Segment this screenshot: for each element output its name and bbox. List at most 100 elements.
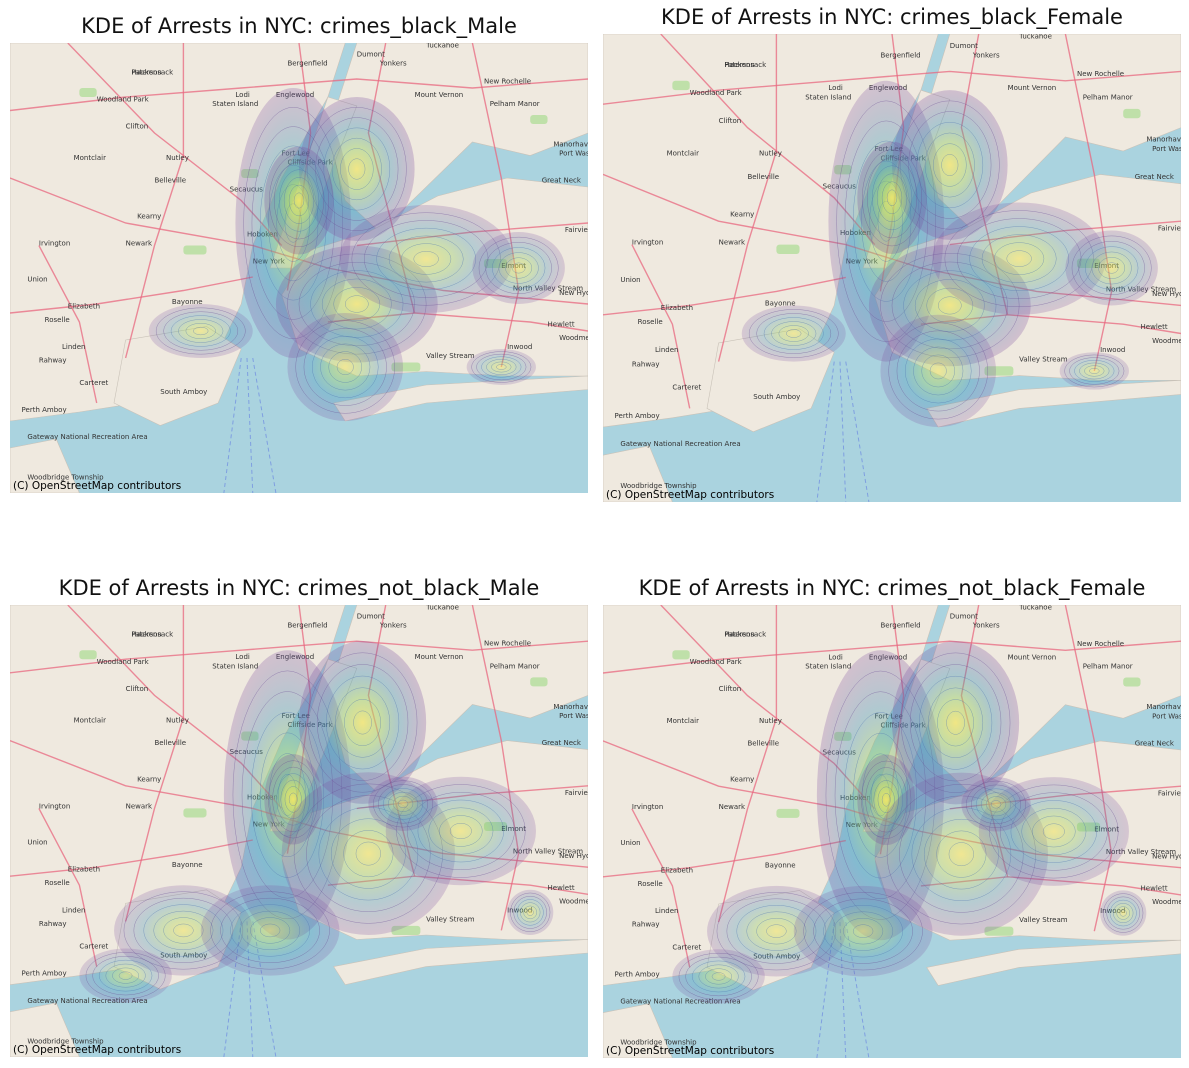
panel-title-not-black-female: KDE of Arrests in NYC: crimes_not_black_… xyxy=(638,576,1146,600)
kde-contour xyxy=(698,964,739,989)
kde-contour xyxy=(288,184,310,217)
place-label: South Amboy xyxy=(160,388,207,396)
kde-density-blob xyxy=(287,313,404,421)
kde-contour xyxy=(937,699,974,747)
kde-density-blob xyxy=(672,949,765,1004)
kde-contour xyxy=(284,786,302,813)
kde-density-blob xyxy=(368,776,438,831)
place-label: Fairview xyxy=(565,226,588,234)
map-attribution: (C) OpenStreetMap contributors xyxy=(606,489,775,501)
kde-contour xyxy=(981,234,1057,283)
kde-contour xyxy=(813,898,913,964)
place-label: Great Neck xyxy=(1135,173,1175,181)
place-label: Lodi xyxy=(828,653,843,661)
kde-contour xyxy=(486,359,517,375)
park-area xyxy=(530,677,548,687)
place-label: Rahway xyxy=(632,360,660,368)
park-area xyxy=(79,88,97,97)
kde-contour xyxy=(496,364,507,370)
place-label: New Rochelle xyxy=(484,78,531,86)
place-label: Perth Amboy xyxy=(615,412,660,420)
map-attribution: (C) OpenStreetMap contributors xyxy=(606,1045,775,1057)
place-label: Mount Vernon xyxy=(415,653,464,661)
park-area xyxy=(672,650,690,660)
kde-contour xyxy=(886,189,898,207)
kde-contour xyxy=(269,153,329,248)
place-label: Irvington xyxy=(39,240,70,248)
place-label: Pelham Manor xyxy=(1083,662,1133,670)
kde-contour xyxy=(1084,246,1139,290)
kde-contour xyxy=(478,236,559,300)
kde-overlay xyxy=(148,88,565,421)
kde-contour xyxy=(378,784,429,824)
kde-contour xyxy=(92,956,159,996)
place-label: Newark xyxy=(719,803,746,811)
place-label: Irvington xyxy=(39,802,70,810)
kde-density-blob xyxy=(200,885,340,976)
kde-contour xyxy=(259,923,281,938)
kde-contour xyxy=(397,799,409,809)
kde-contour xyxy=(513,895,547,929)
kde-contour xyxy=(278,169,320,232)
kde-contour xyxy=(918,675,993,770)
kde-contour xyxy=(155,307,246,355)
kde-contour xyxy=(877,786,895,813)
kde-contour xyxy=(491,247,546,289)
ferry-line xyxy=(816,361,835,502)
kde-contour xyxy=(1109,899,1137,927)
place-label: Woodmere xyxy=(559,897,588,905)
kde-contour xyxy=(335,687,391,758)
place-label: Port Washington xyxy=(1152,712,1181,720)
ferry-lines xyxy=(816,361,870,502)
park-area xyxy=(1123,677,1141,687)
ferry-lines xyxy=(223,357,277,493)
kde-contour xyxy=(526,908,534,916)
kde-contour xyxy=(344,295,369,313)
place-label: Woodland Park xyxy=(690,658,743,666)
place-label: Fairview xyxy=(565,789,588,797)
kde-contour xyxy=(871,165,913,231)
place-label: Fairview xyxy=(1158,789,1181,797)
kde-density-blob xyxy=(961,777,1031,832)
kde-contour xyxy=(989,784,1119,879)
kde-contour xyxy=(373,780,434,828)
place-label: Hackensack xyxy=(724,631,767,639)
kde-overlay xyxy=(79,641,554,1003)
kde-contour xyxy=(705,968,733,985)
place-label: Kearny xyxy=(730,211,754,219)
place-label: Perth Amboy xyxy=(22,970,67,978)
kde-contour xyxy=(1116,906,1131,920)
place-label: Gateway National Recreation Area xyxy=(620,998,740,1006)
land-area xyxy=(333,375,588,422)
kde-contour xyxy=(941,154,959,176)
place-label: Gateway National Recreation Area xyxy=(620,440,740,448)
kde-contour xyxy=(105,963,146,988)
place-label: Kearny xyxy=(137,775,161,783)
kde-contour xyxy=(843,917,884,945)
place-label: Woodbridge Township xyxy=(620,1038,697,1046)
place-label: Yonkers xyxy=(379,60,407,68)
kde-density-blob xyxy=(1100,890,1147,936)
ferry-line xyxy=(252,357,277,493)
kde-contour xyxy=(170,315,231,347)
place-label: Bergenfield xyxy=(287,60,327,68)
place-label: Perth Amboy xyxy=(615,970,660,978)
kde-contour xyxy=(711,972,726,981)
land-area xyxy=(603,445,673,502)
kde-contour xyxy=(1119,909,1127,917)
place-label: Linden xyxy=(62,906,85,914)
kde-density-blob xyxy=(1059,352,1129,390)
kde-contour xyxy=(311,335,379,399)
place-label: New Hyde Park xyxy=(559,852,588,860)
place-label: Manorhaven xyxy=(553,703,588,711)
kde-contour xyxy=(999,792,1108,871)
kde-contour xyxy=(273,161,325,240)
place-label: Kearny xyxy=(730,776,754,784)
place-label: Carteret xyxy=(79,379,108,387)
kde-contour xyxy=(112,967,140,984)
place-label: Linden xyxy=(655,907,678,915)
place-label: Staten Island xyxy=(805,662,851,670)
kde-contour xyxy=(413,251,439,267)
kde-contour xyxy=(485,242,552,294)
place-label: Woodmere xyxy=(559,334,588,342)
